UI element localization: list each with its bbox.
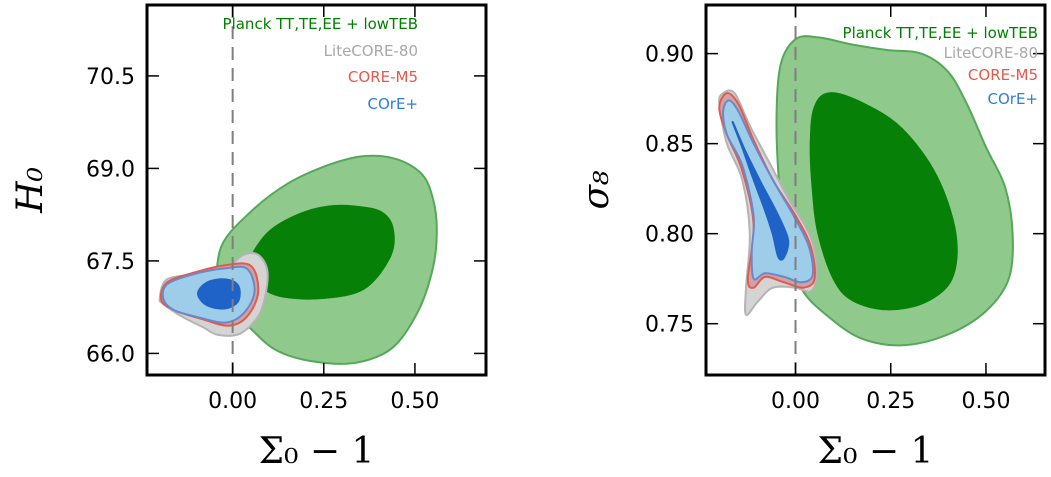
y-tick-label: 0.90 [645,43,694,68]
axes-frame [145,3,488,377]
x-tick-label: 0.00 [208,389,257,414]
contour-core-68 [731,120,790,261]
legend-entry: COrE+ [368,95,419,113]
legend: Planck TT,TE,EE + lowTEB LiteCORE-80 CORE-… [843,24,1038,108]
x-axis-label: Σ₀ − 1 [259,431,375,472]
y-tick-label: 69.0 [86,157,135,182]
legend-entry: LiteCORE-80 [324,42,418,60]
legend-entry: LiteCORE-80 [944,44,1038,62]
axes-frame [704,3,1047,377]
plot-area [718,5,1014,375]
contour-planck-tt-te-ee-lowteb-68 [809,92,958,311]
y-axis-label: σ₈ [576,170,617,210]
legend: Planck TT,TE,EE + lowTEB LiteCORE-80 CORE-… [223,15,418,113]
panel-h0: 0.00 0.25 0.50 66.0 67.5 69.0 70.5 Σ₀ − 1 H₀ Plan… [10,3,488,472]
panel-sigma8: 0.00 0.25 0.50 0.75 0.80 0.85 0.90 Σ₀ − 1 σ₈ Plan… [576,3,1047,472]
legend-entry: Planck TT,TE,EE + lowTEB [223,15,418,33]
y-tick-label: 0.80 [645,223,694,248]
x-tick-label: 0.00 [771,389,820,414]
y-tick-label: 66.0 [86,342,135,367]
x-tick-label: 0.25 [299,389,348,414]
legend-entry: CORE-M5 [348,68,418,86]
legend-entry: Planck TT,TE,EE + lowTEB [843,24,1038,42]
x-tick-label: 0.25 [866,389,915,414]
contour-core-95 [722,99,815,284]
x-tick-label: 0.50 [961,389,1010,414]
plot-area [158,5,438,375]
y-tick-label: 67.5 [86,250,135,275]
x-tick-label: 0.50 [390,389,439,414]
x-axis-label: Σ₀ − 1 [818,431,934,472]
y-tick-label: 0.85 [645,133,694,158]
legend-entry: CORE-M5 [968,66,1038,84]
contour-core-68 [196,278,241,310]
y-tick-label: 0.75 [645,313,694,338]
legend-entry: COrE+ [988,90,1039,108]
y-axis-label: H₀ [10,167,51,214]
y-tick-label: 70.5 [86,65,135,90]
